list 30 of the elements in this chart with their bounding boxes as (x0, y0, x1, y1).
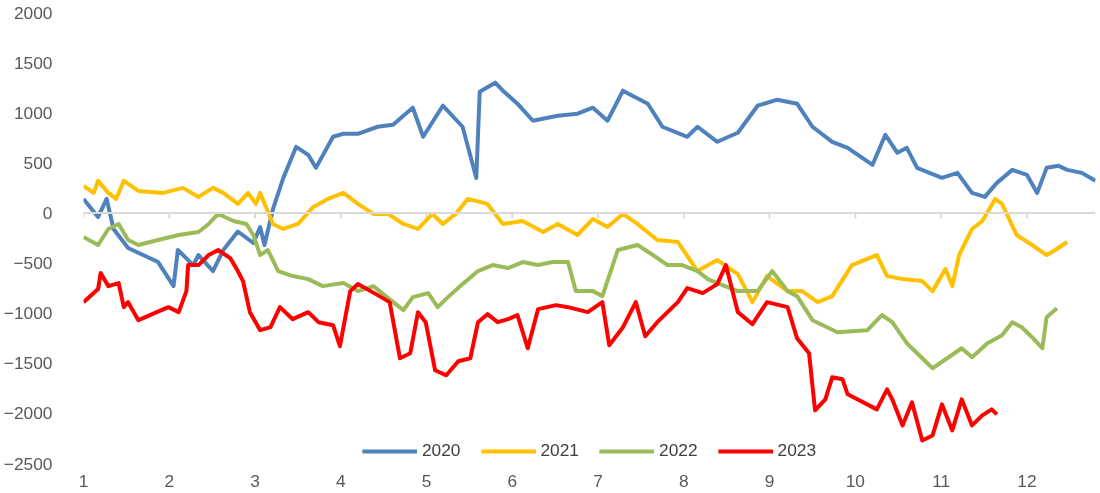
legend-label: 2023 (777, 440, 817, 461)
x-tick-label: 10 (845, 470, 866, 491)
y-tick-label: −1000 (3, 303, 53, 324)
x-tick-label: 5 (421, 470, 432, 491)
legend-label: 2022 (659, 440, 698, 461)
y-tick-label: −1500 (3, 353, 53, 374)
line-series (83, 211, 1059, 371)
x-tick-label: 4 (335, 470, 346, 491)
x-tick-label: 8 (679, 470, 689, 491)
legend-label: 2020 (421, 440, 461, 461)
x-tick-label: 6 (507, 470, 518, 491)
x-tick-label: 11 (932, 470, 951, 491)
y-tick-label: −2000 (3, 403, 53, 424)
x-tick-label: 12 (1017, 470, 1037, 491)
x-tick-label: 9 (764, 470, 775, 491)
line-series (83, 80, 1096, 289)
x-tick-label: 2 (164, 470, 175, 491)
y-tick-label: 0 (42, 202, 53, 223)
line-series (83, 178, 1070, 305)
y-tick-label: 1500 (13, 52, 53, 73)
y-tick-label: −500 (13, 253, 53, 274)
x-tick-label: 7 (593, 470, 603, 491)
y-tick-label: 1000 (13, 102, 53, 123)
y-tick-label: 2000 (13, 2, 53, 23)
y-tick-label: 500 (23, 152, 53, 173)
x-tick-label: 1 (78, 470, 89, 491)
y-tick-label: −2500 (3, 453, 53, 474)
x-tick-label: 3 (250, 470, 260, 491)
legend-label: 2021 (540, 440, 579, 461)
line-series (83, 248, 999, 443)
